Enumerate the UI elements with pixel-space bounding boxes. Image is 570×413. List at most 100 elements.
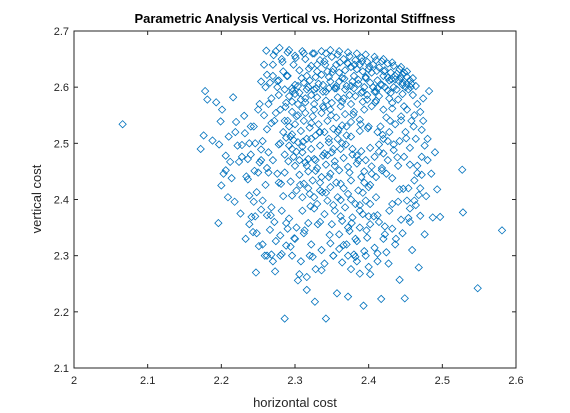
- data-point: [385, 76, 394, 85]
- data-point: [307, 134, 316, 144]
- data-point: [312, 93, 322, 102]
- y-tick-label: 2.3: [54, 251, 69, 263]
- data-point: [347, 218, 356, 228]
- data-point: [400, 294, 409, 303]
- data-point: [385, 127, 394, 137]
- data-point: [361, 251, 370, 260]
- data-point: [391, 240, 400, 249]
- x-tick-label: 2.5: [435, 375, 450, 387]
- data-point: [414, 190, 423, 200]
- data-point: [417, 152, 426, 161]
- data-point: [290, 51, 300, 60]
- data-point: [408, 90, 418, 100]
- data-point: [298, 148, 307, 157]
- data-point: [395, 136, 404, 146]
- data-point: [314, 120, 323, 129]
- data-point: [348, 213, 357, 222]
- x-axis: 2 2.1 2.2 2.3 2.4 2.5 2.6: [71, 31, 524, 387]
- data-point: [339, 94, 348, 103]
- data-point: [283, 48, 292, 57]
- data-point: [276, 251, 285, 260]
- data-point: [416, 211, 425, 220]
- data-point: [300, 226, 309, 235]
- data-point: [262, 251, 272, 260]
- x-tick-label: 2.2: [214, 375, 229, 387]
- data-point: [377, 163, 387, 173]
- data-point: [329, 144, 338, 154]
- data-point: [287, 191, 297, 200]
- data-point: [433, 185, 442, 194]
- data-point: [237, 152, 247, 161]
- data-point: [212, 98, 221, 107]
- data-point: [351, 56, 360, 65]
- data-point: [420, 141, 429, 150]
- data-point: [299, 78, 309, 87]
- data-point: [343, 189, 353, 199]
- data-point: [402, 105, 412, 114]
- data-point: [315, 127, 325, 137]
- data-point: [388, 224, 397, 233]
- data-point: [269, 50, 278, 60]
- data-point: [414, 263, 423, 272]
- data-point: [267, 250, 276, 259]
- data-point: [287, 251, 297, 260]
- data-point: [384, 259, 393, 268]
- data-point: [401, 127, 410, 137]
- data-point: [407, 116, 416, 126]
- data-point: [309, 105, 319, 114]
- data-point: [326, 239, 335, 248]
- data-point: [276, 179, 286, 188]
- data-point: [404, 85, 413, 94]
- data-point: [379, 149, 388, 158]
- data-point: [383, 156, 392, 165]
- data-point: [271, 236, 281, 246]
- data-point: [355, 60, 364, 69]
- data-point: [267, 94, 276, 103]
- data-point: [360, 247, 369, 256]
- data-point: [284, 157, 293, 166]
- data-point: [355, 223, 364, 232]
- data-point: [302, 285, 311, 295]
- data-point: [321, 188, 331, 197]
- data-point: [307, 240, 316, 249]
- data-point: [304, 83, 313, 92]
- data-point: [346, 99, 356, 109]
- data-point: [256, 156, 266, 165]
- data-point: [301, 94, 310, 103]
- data-point: [298, 47, 307, 56]
- data-point: [365, 220, 375, 229]
- data-point: [399, 152, 409, 161]
- data-point: [226, 157, 235, 167]
- data-point: [329, 251, 338, 260]
- data-point: [417, 125, 426, 135]
- data-point: [373, 127, 382, 137]
- data-point: [408, 74, 418, 83]
- data-point: [228, 93, 238, 102]
- data-point: [330, 157, 339, 166]
- data-point: [346, 176, 356, 185]
- data-point: [379, 71, 388, 81]
- data-point: [358, 87, 367, 96]
- data-point: [274, 90, 283, 100]
- data-point: [379, 234, 388, 243]
- y-tick-label: 2.5: [54, 138, 69, 150]
- data-point: [333, 134, 342, 144]
- data-point: [354, 186, 363, 195]
- data-point: [323, 116, 332, 126]
- data-point: [311, 156, 320, 165]
- data-point: [324, 138, 334, 147]
- data-point: [289, 152, 298, 161]
- data-point: [308, 176, 317, 185]
- data-point: [396, 112, 406, 121]
- data-point: [360, 83, 369, 92]
- data-point: [374, 217, 384, 227]
- data-point: [325, 230, 334, 240]
- data-point: [393, 161, 403, 170]
- data-point: [304, 184, 313, 193]
- data-point: [391, 71, 400, 81]
- data-point: [295, 170, 304, 179]
- data-point: [265, 78, 275, 87]
- data-point: [343, 59, 353, 68]
- data-point: [221, 166, 230, 175]
- data-point: [382, 169, 391, 178]
